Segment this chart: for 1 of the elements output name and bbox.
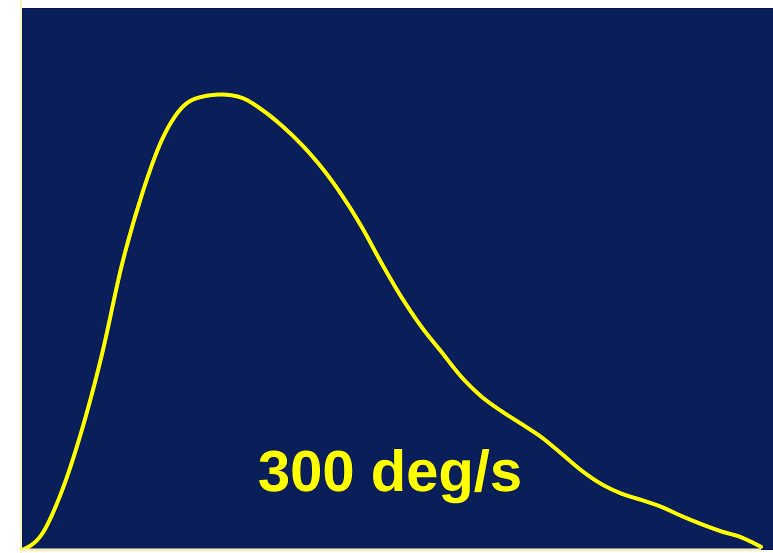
annotation: 300 deg/s <box>256 438 524 505</box>
